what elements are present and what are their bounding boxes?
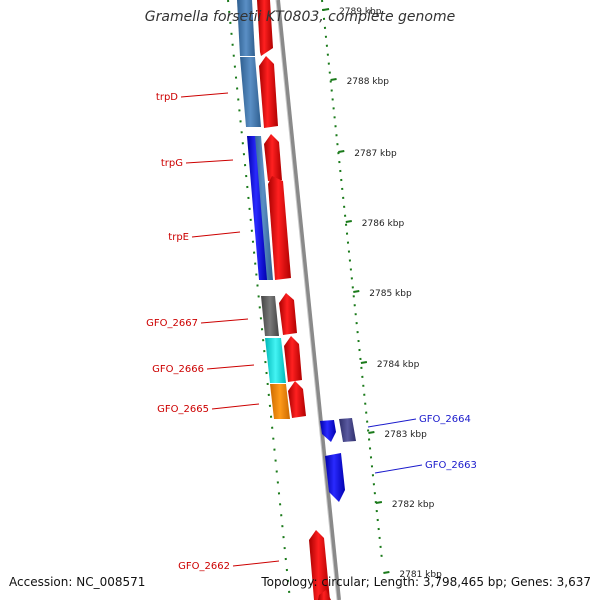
scale-tick-label: 2782 kbp — [392, 500, 435, 510]
forward-gene-feature — [259, 56, 278, 128]
gene-label: GFO_2663 — [374, 460, 477, 474]
scale-ticks: 2789 kbp 2788 kbp 2787 kbp 2786 kbp 2785 kbp… — [322, 7, 442, 580]
gene-label-text: GFO_2663 — [425, 460, 477, 471]
scale-tick-label: 2783 kbp — [384, 430, 427, 440]
cog-feature — [270, 384, 290, 419]
scale-tick: 2781 kbp — [383, 570, 442, 580]
scale-tick-label: 2787 kbp — [354, 149, 397, 159]
scale-tick-label: 2785 kbp — [369, 289, 412, 299]
forward-strand-genes — [257, 0, 331, 600]
reverse-gene-feature — [320, 420, 336, 442]
gene-label-text: GFO_2667 — [146, 318, 198, 329]
gene-label-text: trpD — [156, 92, 178, 103]
scale-tick-label: 2781 kbp — [399, 570, 442, 580]
gene-label: trpD — [156, 92, 229, 103]
forward-gene-feature — [284, 336, 302, 382]
gene-label: GFO_2667 — [146, 318, 249, 329]
scale-tick-label: 2789 kbp — [339, 7, 382, 17]
gene-label: GFO_2665 — [157, 403, 260, 415]
scale-tick: 2789 kbp — [322, 7, 382, 17]
gene-label-text: trpE — [168, 232, 189, 243]
reverse-gene-feature — [247, 136, 267, 280]
forward-gene-feature — [264, 134, 282, 181]
gene-label-text: trpG — [161, 158, 183, 169]
forward-gene-feature — [268, 176, 291, 280]
reverse-strand-genes — [247, 136, 345, 502]
scale-tick: 2784 kbp — [360, 360, 420, 370]
scale-tick: 2783 kbp — [368, 430, 427, 440]
scale-tick: 2785 kbp — [353, 289, 412, 299]
reverse-gene-feature — [325, 453, 345, 502]
genome-summary-text: Topology: circular; Length: 3,798,465 bp… — [261, 575, 591, 589]
forward-gene-feature — [279, 293, 297, 335]
scale-ring — [321, 0, 383, 561]
gene-label: GFO_2662 — [178, 560, 280, 572]
gene-label-text: GFO_2662 — [178, 561, 230, 572]
forward-gene-feature — [309, 530, 330, 600]
scale-tick: 2787 kbp — [338, 149, 397, 159]
backbone — [275, 0, 341, 600]
cog-feature — [261, 296, 279, 336]
forward-gene-feature — [318, 590, 331, 600]
scale-tick-label: 2784 kbp — [377, 360, 420, 370]
scale-tick: 2782 kbp — [375, 500, 435, 510]
forward-gene-feature — [288, 381, 306, 418]
gene-labels-right: GFO_2664 GFO_2663 — [367, 414, 477, 474]
cog-feature — [237, 0, 255, 56]
gene-label: trpG — [161, 158, 234, 169]
scale-tick: 2786 kbp — [345, 219, 405, 229]
inner-ring — [227, 0, 291, 600]
gene-label: trpE — [168, 231, 241, 243]
gene-labels-left: trpD trpG trpE GFO_2667 GFO_2666 GFO_2665 GFO_… — [146, 92, 280, 572]
forward-gene-feature — [257, 0, 273, 56]
cog-feature — [339, 418, 356, 442]
cog-feature — [240, 57, 261, 127]
gene-label-text: GFO_2665 — [157, 404, 209, 415]
gene-label-text: GFO_2664 — [419, 414, 471, 425]
accession-text: Accession: NC_008571 — [9, 575, 146, 589]
gene-label: GFO_2664 — [367, 414, 471, 428]
scale-tick-label: 2788 kbp — [347, 77, 390, 87]
gene-label: GFO_2666 — [152, 364, 255, 375]
cog-feature — [265, 338, 286, 383]
map-title: Gramella forsetii KT0803, complete genom… — [144, 9, 456, 25]
scale-tick-label: 2786 kbp — [362, 219, 405, 229]
gene-label-text: GFO_2666 — [152, 364, 204, 375]
scale-tick: 2788 kbp — [330, 77, 390, 87]
